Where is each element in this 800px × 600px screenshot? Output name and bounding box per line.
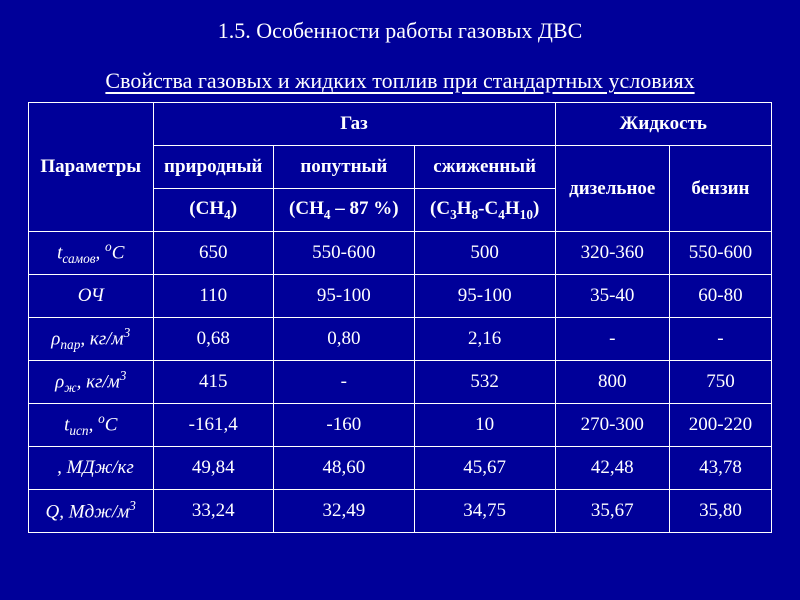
cell: 48,60: [273, 447, 414, 490]
cell: 42,48: [555, 447, 669, 490]
cell: 415: [153, 361, 273, 404]
cell: -: [555, 318, 669, 361]
cell: 43,78: [669, 447, 771, 490]
cell: 550-600: [273, 232, 414, 275]
header-col1-top: природный: [153, 146, 273, 189]
header-col1-sub: (CH4): [153, 189, 273, 232]
cell: 0,68: [153, 318, 273, 361]
cell: 750: [669, 361, 771, 404]
table-row: Q, Мдж/м333,2432,4934,7535,6735,80: [29, 490, 772, 533]
cell: 32,49: [273, 490, 414, 533]
row-label: tисп, oC: [29, 404, 154, 447]
header-gas: Газ: [153, 103, 555, 146]
cell: 35,80: [669, 490, 771, 533]
cell: 34,75: [414, 490, 555, 533]
cell: 49,84: [153, 447, 273, 490]
row-label: Q, Мдж/м3: [29, 490, 154, 533]
table-row: ρж, кг/м3415-532800750: [29, 361, 772, 404]
row-label: tсамов, oC: [29, 232, 154, 275]
cell: 2,16: [414, 318, 555, 361]
table-header: Параметры Газ Жидкость природный попутны…: [29, 103, 772, 232]
table-row: ОЧ11095-10095-10035-4060-80: [29, 275, 772, 318]
row-label: ρж, кг/м3: [29, 361, 154, 404]
cell: 95-100: [273, 275, 414, 318]
cell: 650: [153, 232, 273, 275]
row-label: , МДж/кг: [29, 447, 154, 490]
cell: 110: [153, 275, 273, 318]
cell: 45,67: [414, 447, 555, 490]
cell: 33,24: [153, 490, 273, 533]
cell: 10: [414, 404, 555, 447]
slide-subtitle: Свойства газовых и жидких топлив при ста…: [28, 68, 772, 94]
cell: -160: [273, 404, 414, 447]
cell: -: [669, 318, 771, 361]
table-row: tсамов, oC650550-600500320-360550-600: [29, 232, 772, 275]
cell: 0,80: [273, 318, 414, 361]
header-col2-sub: (CH4 – 87 %): [273, 189, 414, 232]
cell: 532: [414, 361, 555, 404]
cell: 320-360: [555, 232, 669, 275]
cell: 200-220: [669, 404, 771, 447]
row-label: ρпар, кг/м3: [29, 318, 154, 361]
cell: 800: [555, 361, 669, 404]
table-row: , МДж/кг49,8448,6045,6742,4843,78: [29, 447, 772, 490]
cell: 270-300: [555, 404, 669, 447]
slide: 1.5. Особенности работы газовых ДВС Свой…: [0, 0, 800, 600]
row-label: ОЧ: [29, 275, 154, 318]
slide-title: 1.5. Особенности работы газовых ДВС: [28, 18, 772, 44]
fuel-properties-table: Параметры Газ Жидкость природный попутны…: [28, 102, 772, 533]
cell: 35,67: [555, 490, 669, 533]
cell: 95-100: [414, 275, 555, 318]
header-liquid: Жидкость: [555, 103, 771, 146]
cell: 35-40: [555, 275, 669, 318]
table-row: tисп, oC-161,4-16010270-300200-220: [29, 404, 772, 447]
header-params: Параметры: [29, 103, 154, 232]
cell: 550-600: [669, 232, 771, 275]
header-col4: дизельное: [555, 146, 669, 232]
table-row: ρпар, кг/м30,680,802,16--: [29, 318, 772, 361]
header-col3-sub: (C3H8-C4H10): [414, 189, 555, 232]
cell: -161,4: [153, 404, 273, 447]
cell: 60-80: [669, 275, 771, 318]
cell: 500: [414, 232, 555, 275]
header-col5: бензин: [669, 146, 771, 232]
table-body: tсамов, oC650550-600500320-360550-600ОЧ1…: [29, 232, 772, 533]
header-col2-top: попутный: [273, 146, 414, 189]
cell: -: [273, 361, 414, 404]
header-col3-top: сжиженный: [414, 146, 555, 189]
